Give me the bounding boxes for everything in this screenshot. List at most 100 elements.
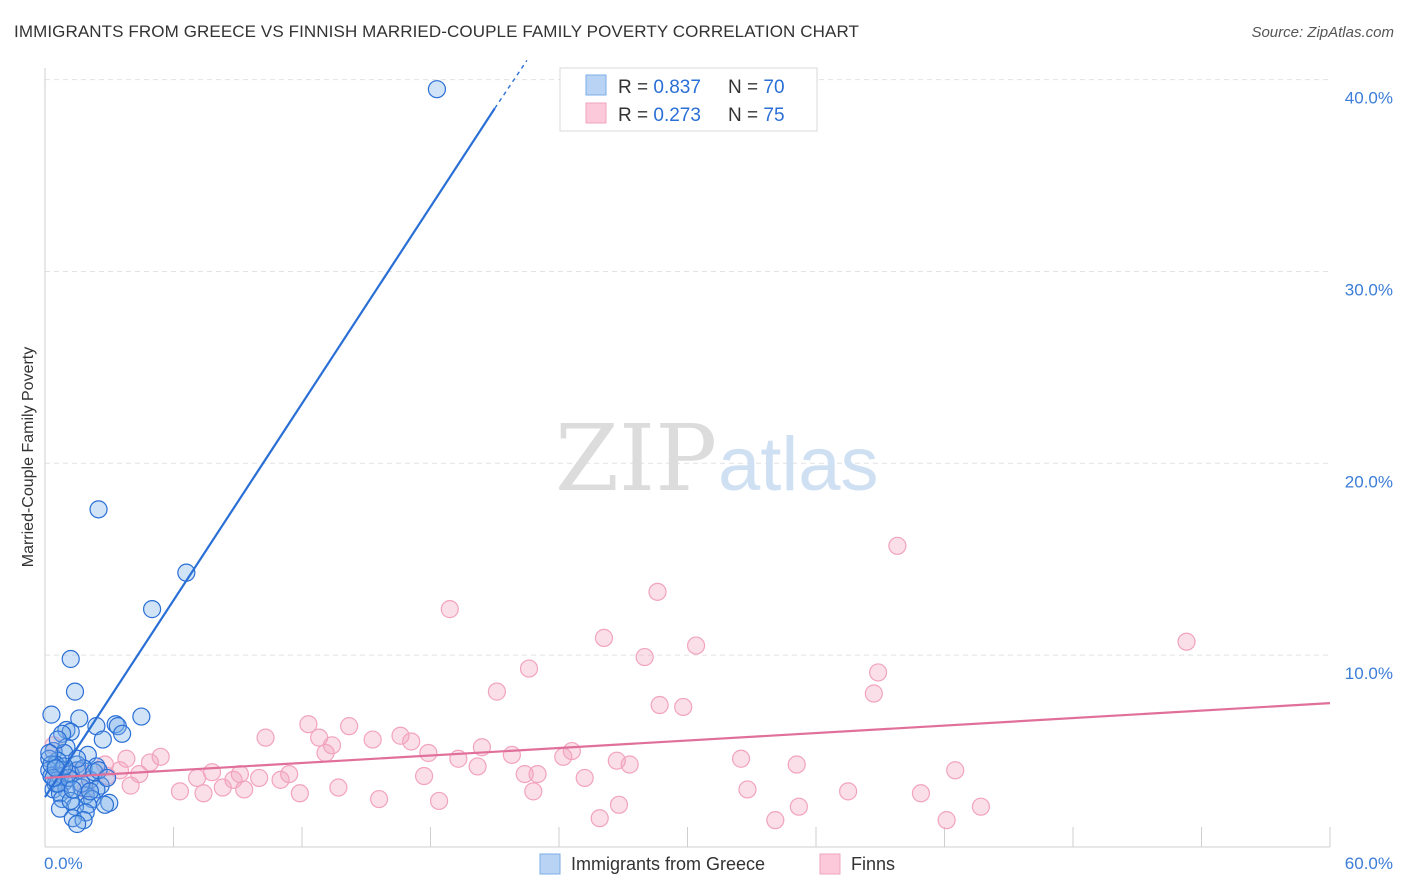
finns-point-15 [256,728,275,747]
finns-point-0 [888,536,907,555]
legend-swatch-greece [585,74,607,96]
greece-point-69 [98,768,117,788]
finns-point-47 [271,770,290,789]
finns-point-9 [487,682,506,701]
finns-point-24 [316,743,335,763]
y-tick-label-0: 10.0% [1345,664,1393,683]
finns-point-66 [971,797,991,816]
finns-point-2 [440,600,459,619]
finns-point-58 [738,780,757,799]
chart-title: IMMIGRANTS FROM GREECE VS FINNISH MARRIE… [14,22,859,41]
finns-point-51 [528,764,547,784]
finns-point-27 [554,747,573,766]
legend-n-label-greece: N = [728,77,763,98]
bottom-legend-swatch-finns [819,853,841,875]
svg-text:N = 75: N = 75 [728,105,785,126]
greece-point-3 [142,600,162,619]
finns-point-13 [299,715,318,734]
greece-point-56 [74,759,93,778]
greece-point-1 [89,500,108,519]
finns-point-17 [363,730,382,749]
finns-point-68 [766,811,785,830]
finns-point-11 [650,695,669,715]
finns-point-61 [911,784,931,803]
greece-point-15 [112,724,132,743]
source-label: Source: ZipAtlas.com [1251,24,1394,41]
stats-legend: R = 0.837 N = 70 R = 0.273 N = 75 [559,67,818,132]
greece-point-61 [61,791,80,811]
finns-point-46 [187,768,207,788]
finns-point-73 [121,776,140,795]
trend-line-finns [44,702,1331,780]
legend-r-value-finns: 0.273 [653,105,701,126]
y-axis-title: Married-Couple Family Poverty [20,347,37,568]
watermark-atlas: atlas [718,422,879,507]
finns-point-8 [869,663,888,682]
greece-point-58 [48,730,67,749]
finns-point-3 [1177,632,1196,651]
y-tick-label-1: 20.0% [1345,472,1393,491]
svg-text:R = 0.837: R = 0.837 [618,77,701,98]
greece-point-67 [63,780,82,799]
finns-point-7 [519,659,539,678]
finns-point-65 [609,795,629,814]
greece-point-5 [65,682,85,701]
finns-point-55 [235,780,254,799]
finns-point-36 [117,749,136,768]
finns-point-10 [864,684,883,703]
legend-r-label-finns: R = [618,105,653,126]
legend-r-value-greece: 0.837 [653,77,701,98]
svg-text:N = 70: N = 70 [728,77,785,98]
finns-point-63 [370,789,389,809]
legend-r-label-greece: R = [618,77,653,98]
finns-point-60 [839,782,858,801]
finns-point-56 [290,784,309,803]
legend-n-value-finns: 75 [763,105,784,126]
finns-point-45 [250,768,269,788]
finns-point-49 [515,764,534,784]
finns-point-31 [468,757,487,776]
finns-point-52 [329,778,348,797]
finns-point-14 [340,717,359,736]
finns-point-19 [402,732,421,751]
bottom-legend-swatch-greece [539,853,561,875]
finns-point-25 [502,745,521,765]
finns-point-48 [414,766,434,786]
finns-point-54 [170,782,190,801]
greece-point-65 [40,743,59,763]
greece-point-6 [42,705,61,724]
finns-point-59 [789,797,808,816]
greece-point-4 [61,649,80,669]
finns-point-33 [946,761,965,780]
finns-point-23 [419,743,438,763]
finns-point-34 [151,747,170,766]
series-finns [44,536,1196,830]
finns-point-53 [213,778,232,797]
finns-point-57 [194,784,213,803]
watermark-zip: ZIP [555,405,717,512]
finns-point-30 [787,755,806,774]
finns-point-5 [686,636,706,655]
bottom-legend-label-finns: Finns [851,854,895,874]
finns-point-32 [620,755,639,774]
x-tick-label-min: 0.0% [44,854,83,873]
finns-point-4 [594,628,614,647]
series-immigrants-from-greece [40,80,447,834]
x-ticks [173,827,1331,847]
finns-point-12 [674,697,693,717]
trend-lines [44,60,1331,798]
greece-point-7 [132,707,151,726]
legend-n-value-greece: 70 [763,77,784,98]
greece-point-16 [93,730,112,749]
finns-point-1 [648,582,667,601]
bottom-legend-label-greece: Immigrants from Greece [571,854,765,874]
legend-n-label-finns: N = [728,105,763,126]
y-tick-label-2: 30.0% [1345,280,1393,299]
trend-line-greece [44,107,496,798]
greece-point-66 [80,782,100,801]
gridlines [45,79,1330,656]
finns-point-69 [590,809,609,828]
greece-point-52 [68,814,87,834]
finns-point-62 [429,791,449,811]
